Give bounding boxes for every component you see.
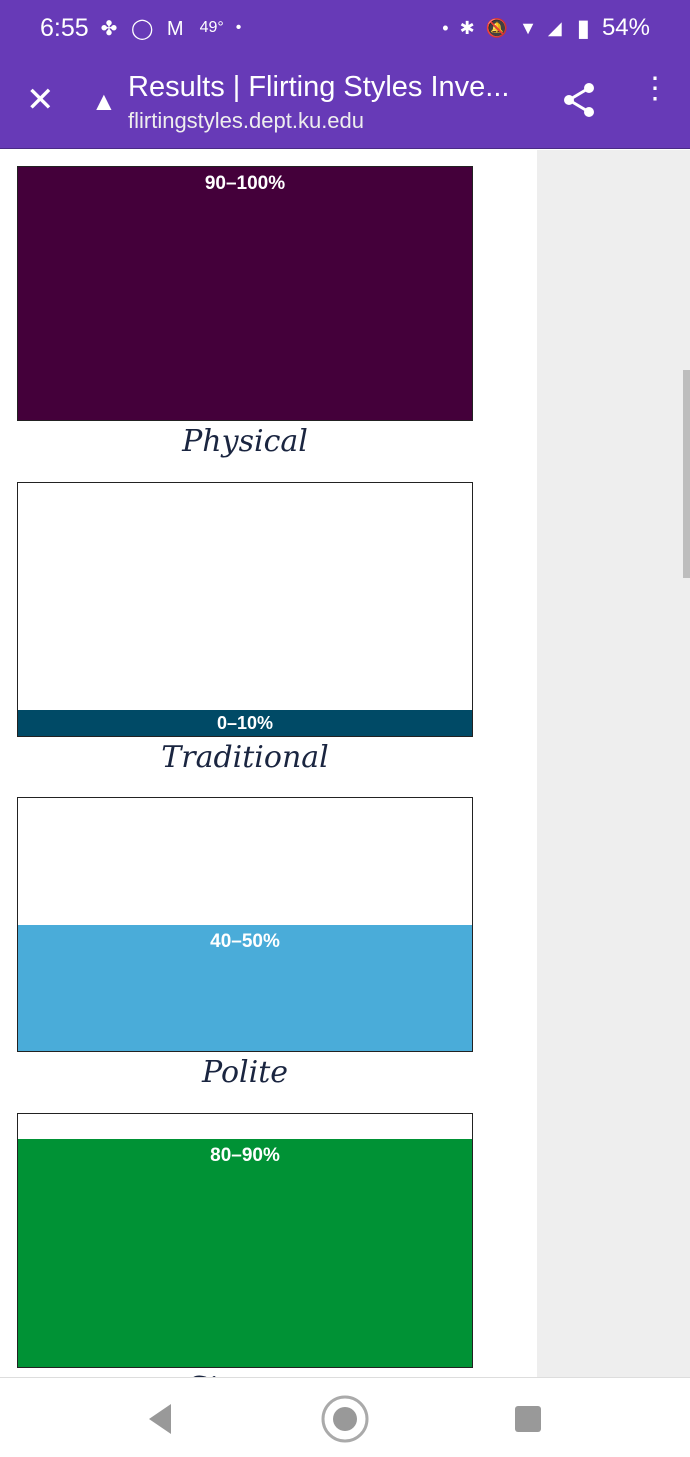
result-label: Polite <box>201 1055 289 1090</box>
battery-icon: ▮ <box>576 14 590 42</box>
page-title: Results | Flirting Styles Inve... <box>128 71 510 103</box>
result-bar-polite: 40–50% <box>17 797 473 1052</box>
back-icon[interactable] <box>147 1402 173 1436</box>
result-range: 80–90% <box>210 1144 280 1166</box>
system-icons: • ✱ 🔕 ▼ ◢ <box>442 17 565 38</box>
page-margin <box>537 150 690 1377</box>
page-content: 90–100% Physical 0–10% Traditional 40–50% Pol… <box>0 150 690 1377</box>
recents-icon[interactable] <box>514 1405 542 1433</box>
result-range: 0–10% <box>216 713 274 734</box>
result-label: Traditional <box>161 739 329 775</box>
result-fill: 90–100% <box>18 167 472 420</box>
status-bar: 6:55 ✤ ◯ M 49° • • ✱ 🔕 ▼ ◢ ▮ 54% <box>0 0 690 56</box>
result-fill: 80–90% <box>18 1138 472 1367</box>
status-left: 6:55 ✤ ◯ M 49° • <box>40 14 241 43</box>
dot-icon: • <box>235 19 242 36</box>
notification-icons: ✤ ◯ M <box>100 17 188 40</box>
result-fill: 0–10% <box>18 710 472 736</box>
warning-icon[interactable]: ▲ <box>91 86 117 116</box>
page-url[interactable]: flirtingstyles.dept.ku.edu <box>128 108 365 133</box>
result-label: Physical <box>182 424 308 459</box>
clock: 6:55 <box>40 13 89 42</box>
result-bar-traditional: 0–10% <box>17 481 473 737</box>
browser-toolbar: ✕ ▲ Results | Flirting Styles Inve... fl… <box>0 56 690 149</box>
close-icon[interactable]: ✕ <box>26 81 55 119</box>
home-icon[interactable] <box>320 1394 370 1444</box>
scrollbar[interactable] <box>683 370 690 578</box>
result-fill: 40–50% <box>18 924 472 1051</box>
result-bar-sincere: 80–90% <box>17 1112 473 1368</box>
navigation-bar <box>0 1377 690 1457</box>
temperature: 49° <box>199 19 224 36</box>
battery-level: 54% <box>601 14 650 41</box>
more-options-icon[interactable]: ⋮ <box>640 72 670 105</box>
status-right: • ✱ 🔕 ▼ ◢ ▮ 54% <box>442 14 650 43</box>
result-label: Sincere <box>17 1369 473 1378</box>
result-range: 90–100% <box>204 173 286 194</box>
result-bar-physical: 90–100% <box>17 166 473 421</box>
result-range: 40–50% <box>210 930 280 952</box>
share-icon[interactable] <box>562 82 596 118</box>
